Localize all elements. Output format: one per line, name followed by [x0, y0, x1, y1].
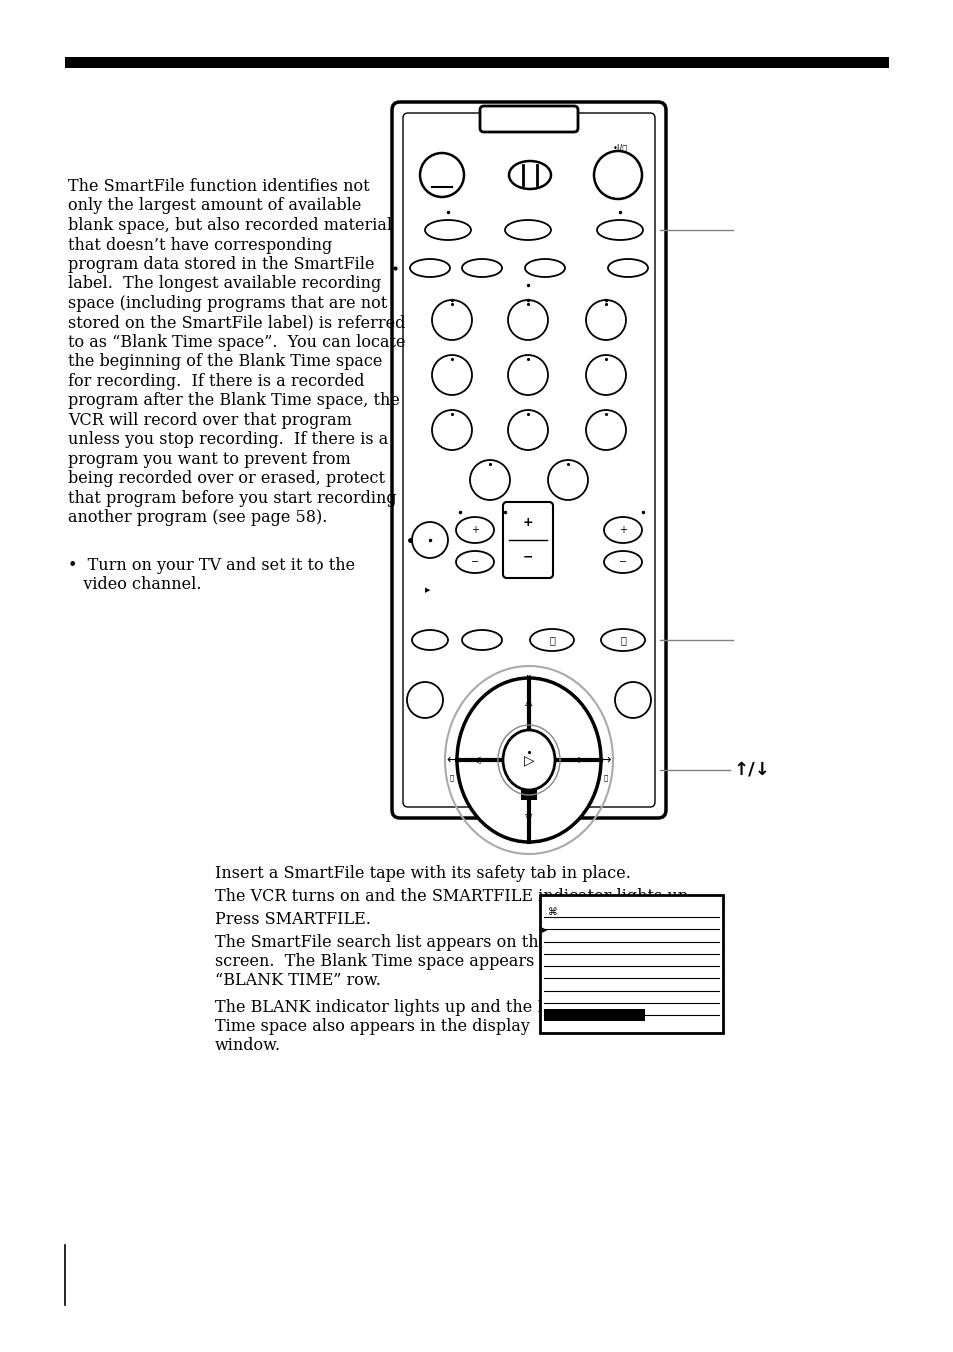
Text: +: + [471, 525, 478, 535]
FancyBboxPatch shape [502, 502, 553, 579]
Ellipse shape [502, 730, 555, 790]
Text: ⏮: ⏮ [549, 635, 555, 645]
FancyBboxPatch shape [392, 101, 665, 818]
Text: ⌘: ⌘ [547, 907, 558, 917]
Text: −: − [522, 550, 533, 564]
Text: ⏭: ⏭ [619, 635, 625, 645]
Circle shape [547, 460, 587, 500]
Ellipse shape [456, 552, 494, 573]
Ellipse shape [603, 516, 641, 544]
Circle shape [585, 300, 625, 339]
Text: screen.  The Blank Time space appears in the: screen. The Blank Time space appears in … [214, 953, 586, 969]
Circle shape [507, 356, 547, 395]
Text: ⏪: ⏪ [450, 775, 454, 781]
Circle shape [432, 356, 472, 395]
Text: +: + [522, 516, 533, 530]
Text: The BLANK indicator lights up and the Blank: The BLANK indicator lights up and the Bl… [214, 999, 583, 1015]
Text: program you want to prevent from: program you want to prevent from [68, 452, 351, 468]
Ellipse shape [456, 516, 494, 544]
Ellipse shape [461, 260, 501, 277]
Circle shape [412, 522, 448, 558]
Text: ▶: ▶ [541, 927, 547, 933]
Text: for recording.  If there is a recorded: for recording. If there is a recorded [68, 373, 364, 389]
FancyBboxPatch shape [479, 105, 578, 132]
Circle shape [470, 460, 510, 500]
Text: video channel.: video channel. [68, 576, 201, 594]
Ellipse shape [603, 552, 641, 573]
Text: Time space also appears in the display: Time space also appears in the display [214, 1018, 529, 1036]
Text: being recorded over or erased, protect: being recorded over or erased, protect [68, 470, 385, 488]
Circle shape [407, 681, 442, 718]
Text: △: △ [525, 698, 532, 707]
Text: stored on the SmartFile label) is referred: stored on the SmartFile label) is referr… [68, 315, 405, 331]
Text: +: + [618, 525, 626, 535]
Text: ←: ← [446, 753, 456, 767]
Bar [543, 1009, 644, 1021]
Text: only the largest amount of available: only the largest amount of available [68, 197, 361, 215]
Text: label.  The longest available recording: label. The longest available recording [68, 276, 381, 292]
Text: program after the Blank Time space, the: program after the Blank Time space, the [68, 392, 399, 410]
Text: ▽: ▽ [525, 813, 532, 823]
Ellipse shape [410, 260, 450, 277]
Circle shape [585, 356, 625, 395]
Ellipse shape [530, 629, 574, 652]
Text: blank space, but also recorded material: blank space, but also recorded material [68, 218, 392, 234]
Bar [520, 784, 537, 800]
Circle shape [507, 410, 547, 450]
Text: that doesn’t have corresponding: that doesn’t have corresponding [68, 237, 332, 254]
Text: The SmartFile search list appears on the TV: The SmartFile search list appears on the… [214, 934, 575, 950]
Text: −: − [618, 557, 626, 566]
Text: the beginning of the Blank Time space: the beginning of the Blank Time space [68, 353, 382, 370]
Text: VCR will record over that program: VCR will record over that program [68, 412, 352, 429]
Text: ↑/↓: ↑/↓ [733, 761, 770, 779]
Text: to as “Blank Time space”.  You can locate: to as “Blank Time space”. You can locate [68, 334, 405, 352]
Text: ▶: ▶ [425, 587, 430, 594]
Text: window.: window. [214, 1037, 281, 1055]
Ellipse shape [504, 220, 551, 241]
Ellipse shape [461, 630, 501, 650]
Text: ⏩: ⏩ [603, 775, 607, 781]
Ellipse shape [424, 220, 471, 241]
Circle shape [432, 410, 472, 450]
Text: space (including programs that are not: space (including programs that are not [68, 295, 387, 312]
Ellipse shape [509, 161, 551, 189]
Bar [65, 57, 888, 68]
Circle shape [615, 681, 650, 718]
Circle shape [594, 151, 641, 199]
Circle shape [585, 410, 625, 450]
Text: −: − [471, 557, 478, 566]
Text: “BLANK TIME” row.: “BLANK TIME” row. [214, 972, 380, 990]
Text: ▷: ▷ [578, 756, 583, 764]
Circle shape [432, 300, 472, 339]
Text: unless you stop recording.  If there is a: unless you stop recording. If there is a [68, 431, 388, 449]
Text: that program before you start recording: that program before you start recording [68, 489, 396, 507]
Text: Press SMARTFILE.: Press SMARTFILE. [214, 911, 371, 927]
Text: The SmartFile function identifies not: The SmartFile function identifies not [68, 178, 369, 195]
Ellipse shape [456, 677, 600, 842]
Text: •  Turn on your TV and set it to the: • Turn on your TV and set it to the [68, 557, 355, 575]
Ellipse shape [597, 220, 642, 241]
Ellipse shape [600, 629, 644, 652]
Text: •I/⌛: •I/⌛ [612, 143, 627, 153]
Text: →: → [600, 753, 611, 767]
Text: The VCR turns on and the SMARTFILE indicator lights up.: The VCR turns on and the SMARTFILE indic… [214, 888, 693, 904]
Text: another program (see page 58).: another program (see page 58). [68, 510, 327, 526]
Bar [539, 895, 722, 1033]
Text: ◁: ◁ [473, 754, 480, 765]
Ellipse shape [607, 260, 647, 277]
Text: Insert a SmartFile tape with its safety tab in place.: Insert a SmartFile tape with its safety … [214, 865, 630, 882]
Text: program data stored in the SmartFile: program data stored in the SmartFile [68, 256, 375, 273]
Circle shape [507, 300, 547, 339]
Ellipse shape [412, 630, 448, 650]
Circle shape [419, 153, 463, 197]
Ellipse shape [524, 260, 564, 277]
Text: II: II [525, 675, 532, 685]
Text: ▷: ▷ [523, 753, 534, 767]
